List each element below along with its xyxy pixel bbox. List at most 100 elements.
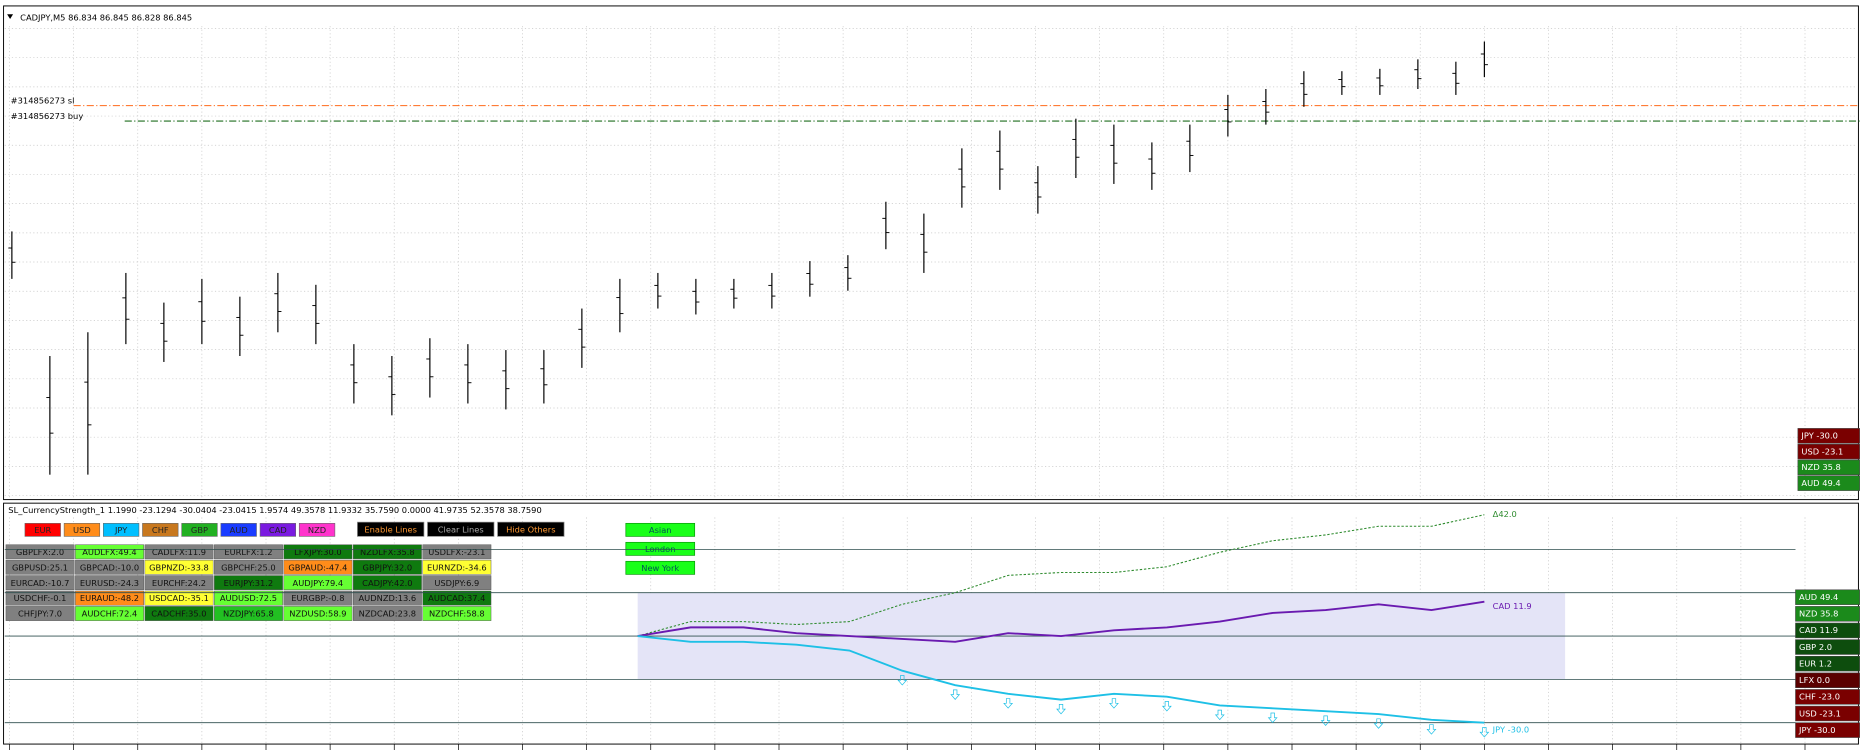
pair-cell: [5, 606, 75, 621]
currency-button-label[interactable]: EUR: [34, 525, 51, 535]
sell-arrow: [1109, 698, 1119, 709]
session-button-label[interactable]: New York: [641, 563, 679, 573]
strength-box: [1795, 639, 1860, 655]
strength-label: JPY -30.0: [1800, 431, 1837, 441]
pair-cell: [5, 544, 75, 560]
line-label: CAD 11.9: [1493, 601, 1532, 611]
strength-label: NZD 35.8: [1799, 609, 1838, 619]
pair-cell: [353, 575, 422, 591]
strength-box: [1795, 689, 1860, 705]
pair-cell: [283, 544, 353, 560]
currency-button[interactable]: [63, 523, 101, 537]
order-label: #314856273 sl: [11, 95, 75, 105]
pair-label: AUDLFX:49.4: [82, 547, 137, 557]
pair-cell: [144, 544, 214, 560]
currency-button[interactable]: [259, 523, 296, 537]
strength-box: [1795, 655, 1860, 672]
pair-cell: [422, 590, 492, 606]
action-button-label[interactable]: Hide Others: [506, 524, 555, 534]
pair-label: NZDUSD:58.9: [289, 609, 346, 619]
strength-label: USD -23.1: [1801, 446, 1843, 456]
sell-arrow: [1426, 724, 1437, 735]
strength-box: [1795, 622, 1860, 639]
pair-label: AUDCHF:72.4: [82, 609, 138, 619]
currency-button-label[interactable]: USD: [73, 525, 91, 535]
currency-button[interactable]: [298, 523, 336, 537]
currency-button-label[interactable]: CAD: [269, 525, 287, 535]
pair-label: CADCHF:35.0: [151, 609, 206, 619]
strength-label: USD -23.1: [1799, 708, 1841, 718]
pair-label: AUDCAD:37.4: [428, 593, 485, 603]
collapse-arrow[interactable]: [7, 14, 14, 19]
symbol-header: CADJPY,M5 86.834 86.845 86.828 86.845: [20, 12, 192, 22]
sell-arrow: [1214, 709, 1225, 721]
currency-button[interactable]: [103, 523, 140, 537]
strength-label: LFX 0.0: [1799, 675, 1830, 685]
sell-arrow: [1003, 698, 1014, 709]
action-button[interactable]: [497, 521, 565, 537]
strength-box: [1795, 606, 1860, 622]
strength-label: GBP 2.0: [1799, 642, 1832, 652]
session-button[interactable]: [625, 560, 696, 575]
currency-button[interactable]: [220, 523, 257, 537]
strength-box: [1797, 428, 1860, 444]
pair-cell: [75, 575, 144, 591]
pair-label: EURNZD:-34.6: [427, 562, 487, 572]
action-button[interactable]: [427, 521, 495, 537]
pair-cell: [144, 575, 214, 591]
sell-arrow: [897, 675, 908, 686]
line-label: Δ42.0: [1493, 509, 1517, 519]
content: #314856273 sl #314856273 buy JPY -30.0 USD …: [4, 26, 1860, 750]
pair-label: GBPAUD:-47.4: [288, 562, 347, 572]
sell-arrow: [1320, 715, 1331, 726]
pair-cell: [283, 606, 353, 621]
pair-cell: [422, 559, 492, 575]
sell-arrow: [1479, 727, 1490, 738]
strength-box: [1797, 459, 1860, 476]
pair-cell: [283, 575, 353, 591]
price-panel-frame: [3, 5, 1859, 501]
strength-label: EUR 1.2: [1799, 658, 1832, 668]
strength-box: [1795, 589, 1860, 605]
session-button-label[interactable]: Asian: [649, 525, 672, 535]
strength-box: [1797, 475, 1860, 491]
currency-button-label[interactable]: GBP: [191, 525, 208, 535]
currency-button[interactable]: [181, 523, 218, 537]
currency-button-label[interactable]: JPY: [114, 525, 128, 535]
pair-label: USDCHF:-0.1: [14, 593, 67, 603]
session-button[interactable]: [625, 522, 696, 537]
strength-label: AUD 49.4: [1801, 478, 1840, 488]
pair-cell: [75, 606, 144, 621]
pair-label: NZDCAD:23.8: [359, 609, 416, 619]
currency-button[interactable]: [142, 523, 179, 537]
pair-cell: [214, 575, 283, 591]
action-button[interactable]: [357, 521, 425, 537]
pair-cell: [214, 544, 283, 560]
currency-button-label[interactable]: NZD: [308, 525, 326, 535]
currency-button-label[interactable]: AUD: [230, 525, 248, 535]
strength-box: [1795, 672, 1860, 688]
currency-button-label[interactable]: CHF: [152, 525, 169, 535]
action-button-label[interactable]: Enable Lines: [364, 524, 417, 534]
action-button-label[interactable]: Clear Lines: [438, 524, 484, 534]
session-button-label[interactable]: London: [645, 544, 675, 554]
pair-label: GBPUSD:25.1: [12, 562, 68, 572]
pair-cell: [75, 559, 144, 575]
pair-label: GBPNZD:-33.8: [149, 562, 209, 572]
pair-label: USDCAD:-35.1: [149, 593, 209, 603]
pair-label: NZDCHF:58.8: [429, 609, 485, 619]
pair-label: CADLFX:11.9: [152, 547, 206, 557]
pair-cell: [214, 606, 283, 621]
pair-cell: [353, 559, 422, 575]
strength-label: JPY -30.0: [1798, 725, 1835, 735]
pair-cell: [422, 544, 492, 560]
strength-box: [1795, 722, 1860, 738]
pair-cell: [144, 590, 214, 606]
session-button[interactable]: [625, 541, 696, 556]
indicator-title: SL_CurrencyStrength_1 1.1990 -23.1294 -3…: [8, 505, 541, 515]
currency-button[interactable]: [24, 523, 61, 537]
pair-label: LFXJPY:30.0: [294, 547, 342, 557]
pair-label: USDJPY:6.9: [434, 578, 479, 588]
pair-label: EURCHF:24.2: [152, 578, 206, 588]
